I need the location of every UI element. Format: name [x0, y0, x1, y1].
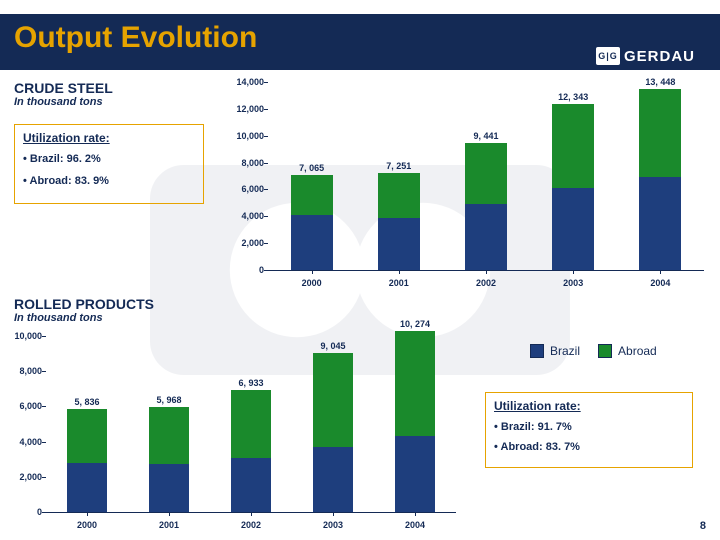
- ytick: 2,000: [230, 238, 264, 248]
- bar: [67, 409, 106, 512]
- ytick: 0: [8, 507, 42, 517]
- bar-total-label: 9, 441: [473, 131, 498, 141]
- legend-label-brazil: Brazil: [550, 344, 580, 358]
- bar-segment-abroad: [67, 409, 106, 462]
- bar-segment-brazil: [395, 436, 434, 512]
- ytick: 4,000: [230, 211, 264, 221]
- bar-total-label: 9, 045: [320, 341, 345, 351]
- crude-util-header: Utilization rate:: [23, 131, 195, 145]
- bar-segment-abroad: [313, 353, 352, 447]
- legend-abroad: Abroad: [598, 344, 657, 358]
- xtick: 2002: [476, 278, 496, 288]
- bar-segment-abroad: [149, 407, 188, 464]
- ytick: 14,000: [230, 77, 264, 87]
- bar-segment-abroad: [231, 390, 270, 458]
- bar-segment-brazil: [552, 188, 594, 270]
- legend-swatch-brazil: [530, 344, 544, 358]
- ytick: 10,000: [8, 331, 42, 341]
- bar: [149, 407, 188, 512]
- ytick: 12,000: [230, 104, 264, 114]
- bar-total-label: 6, 933: [238, 378, 263, 388]
- legend-brazil: Brazil: [530, 344, 580, 358]
- bar-total-label: 7, 251: [386, 161, 411, 171]
- crude-util-brazil: • Brazil: 96. 2%: [23, 153, 195, 165]
- legend: Brazil Abroad: [530, 344, 657, 358]
- crude-chart: 0 2,000 4,000 6,000 8,000 10,000 12,000 14,000 2…: [230, 78, 708, 288]
- bar-segment-abroad: [639, 89, 681, 177]
- bar-segment-brazil: [149, 464, 188, 512]
- bar-segment-abroad: [395, 331, 434, 436]
- bar: [313, 353, 352, 512]
- rolled-chart: 0 2,000 4,000 6,000 8,000 10,000 2000 5, 836 200…: [8, 332, 460, 530]
- logo-mark: G|G: [596, 47, 620, 65]
- bar-total-label: 12, 343: [558, 92, 588, 102]
- xtick: 2001: [389, 278, 409, 288]
- ytick: 4,000: [8, 437, 42, 447]
- bar: [378, 173, 420, 270]
- bar-segment-abroad: [465, 143, 507, 204]
- bar-segment-brazil: [465, 204, 507, 270]
- page-title: Output Evolution: [14, 21, 257, 55]
- crude-heading-block: CRUDE STEEL In thousand tons: [14, 80, 113, 108]
- bar: [465, 143, 507, 270]
- ytick: 0: [230, 265, 264, 275]
- bar-segment-brazil: [378, 218, 420, 270]
- bar-segment-abroad: [291, 175, 333, 215]
- bar-segment-brazil: [291, 215, 333, 270]
- bar-segment-abroad: [552, 104, 594, 188]
- xtick: 2000: [77, 520, 97, 530]
- legend-swatch-abroad: [598, 344, 612, 358]
- bar-total-label: 10, 274: [400, 319, 430, 329]
- bar: [291, 175, 333, 270]
- rolled-title: ROLLED PRODUCTS: [14, 296, 154, 312]
- legend-label-abroad: Abroad: [618, 344, 657, 358]
- bar-total-label: 13, 448: [645, 77, 675, 87]
- bar-segment-brazil: [639, 177, 681, 270]
- ytick: 8,000: [8, 366, 42, 376]
- xtick: 2004: [405, 520, 425, 530]
- xtick: 2003: [323, 520, 343, 530]
- bar: [395, 331, 434, 512]
- xtick: 2001: [159, 520, 179, 530]
- rolled-util-abroad: • Abroad: 83. 7%: [494, 441, 684, 453]
- logo-text: GERDAU: [624, 48, 695, 65]
- xtick: 2000: [302, 278, 322, 288]
- rolled-util-header: Utilization rate:: [494, 399, 684, 413]
- ytick: 8,000: [230, 158, 264, 168]
- crude-subtitle: In thousand tons: [14, 96, 113, 108]
- crude-util-abroad: • Abroad: 83. 9%: [23, 175, 195, 187]
- rolled-util-brazil: • Brazil: 91. 7%: [494, 421, 684, 433]
- ytick: 6,000: [230, 184, 264, 194]
- xtick: 2004: [650, 278, 670, 288]
- ytick: 6,000: [8, 401, 42, 411]
- title-band: Output Evolution G|G GERDAU: [0, 14, 720, 70]
- ytick: 10,000: [230, 131, 264, 141]
- rolled-utilization-box: Utilization rate: • Brazil: 91. 7% • Abr…: [485, 392, 693, 468]
- crude-title: CRUDE STEEL: [14, 80, 113, 96]
- rolled-heading-block: ROLLED PRODUCTS In thousand tons: [14, 296, 154, 324]
- bar: [552, 104, 594, 270]
- bar-segment-brazil: [231, 458, 270, 512]
- ytick: 2,000: [8, 472, 42, 482]
- bar: [639, 89, 681, 270]
- rolled-subtitle: In thousand tons: [14, 312, 154, 324]
- bar-total-label: 5, 968: [156, 395, 181, 405]
- crude-utilization-box: Utilization rate: • Brazil: 96. 2% • Abr…: [14, 124, 204, 204]
- bar: [231, 390, 270, 512]
- gerdau-logo: G|G GERDAU: [596, 40, 706, 72]
- xtick: 2003: [563, 278, 583, 288]
- bar-segment-abroad: [378, 173, 420, 218]
- bar-segment-brazil: [67, 463, 106, 512]
- bar-segment-brazil: [313, 447, 352, 512]
- bar-total-label: 5, 836: [74, 397, 99, 407]
- page-number: 8: [700, 520, 706, 532]
- bar-total-label: 7, 065: [299, 163, 324, 173]
- xtick: 2002: [241, 520, 261, 530]
